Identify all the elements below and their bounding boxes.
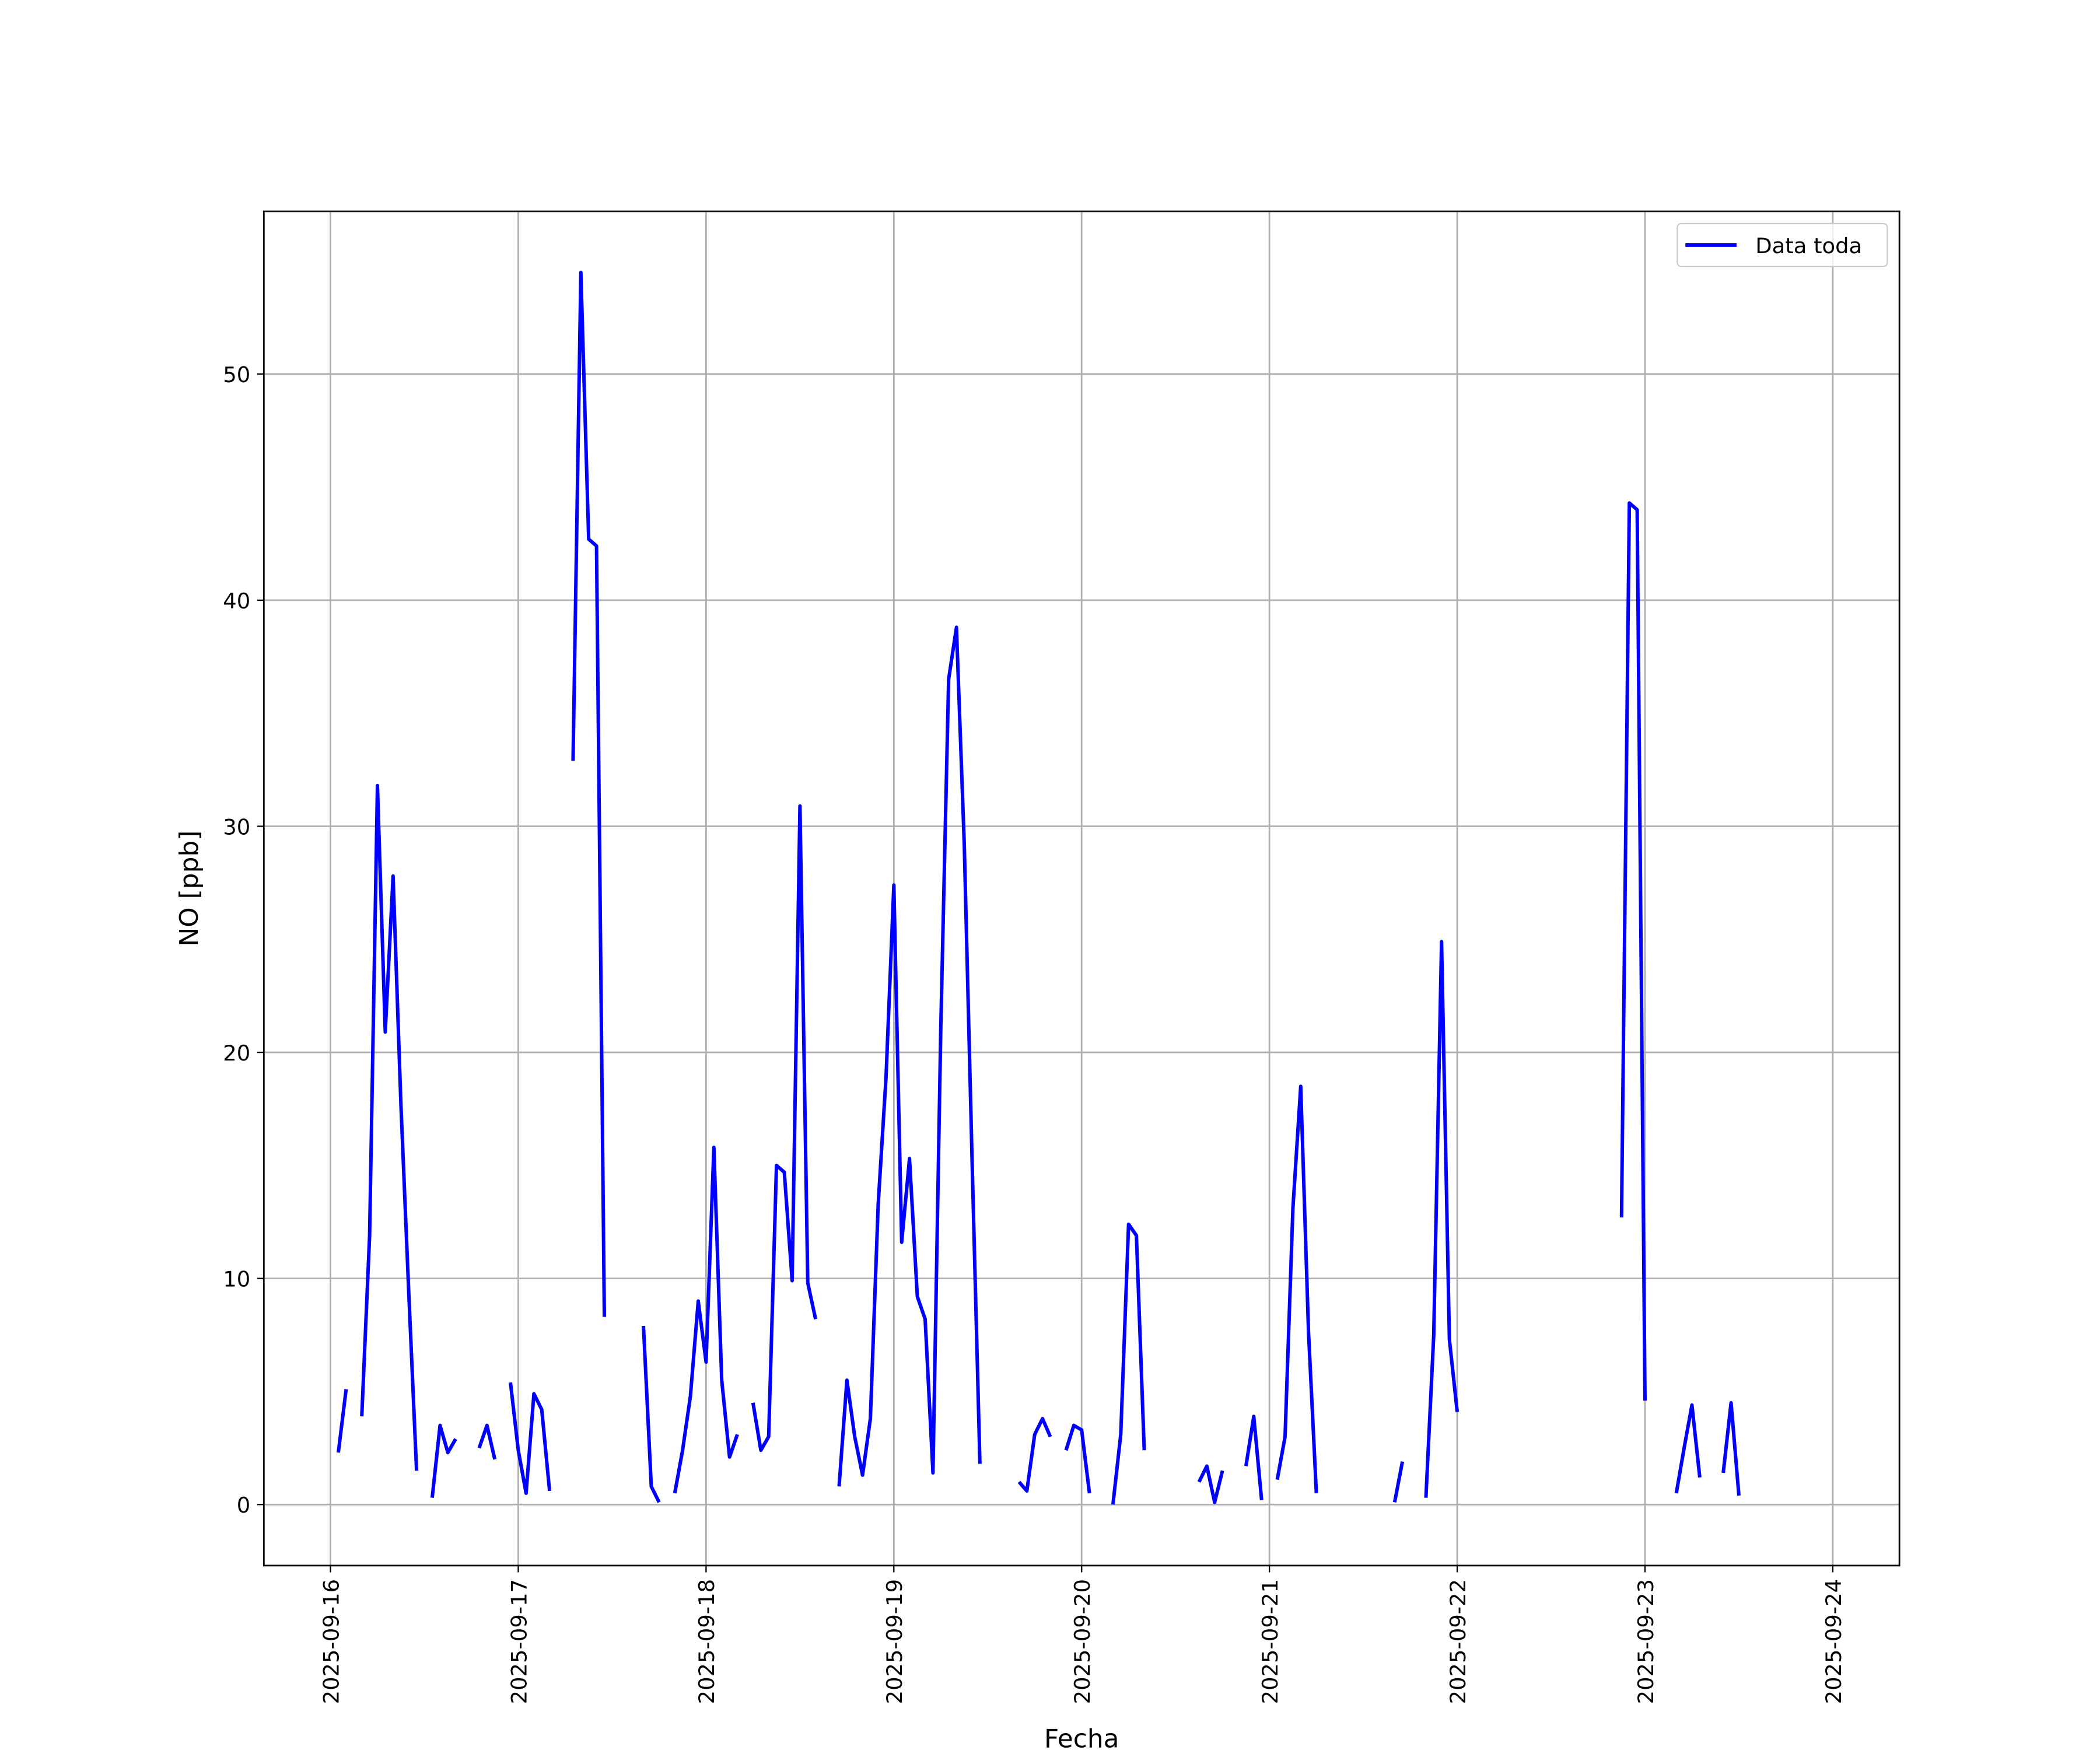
x-tick-label: 2025-09-21 — [1258, 1579, 1283, 1704]
y-tick-label: 0 — [237, 1493, 250, 1518]
plot-area — [336, 270, 1741, 1505]
x-tick-label: 2025-09-20 — [1070, 1579, 1095, 1704]
x-tick-label: 2025-09-19 — [882, 1579, 907, 1704]
x-tick-label: 2025-09-24 — [1821, 1579, 1846, 1704]
y-tick-label: 40 — [223, 589, 250, 614]
legend-box — [1676, 222, 1888, 268]
y-tick-label: 10 — [223, 1266, 250, 1292]
x-tick-label: 2025-09-23 — [1633, 1579, 1658, 1704]
y-axis-label: NO [ppb] — [174, 831, 204, 947]
x-tick-label: 2025-09-18 — [694, 1579, 719, 1704]
x-tick-label: 2025-09-22 — [1446, 1579, 1471, 1704]
x-tick-label: 2025-09-16 — [318, 1579, 344, 1704]
x-tick-label: 2025-09-17 — [506, 1579, 531, 1704]
y-tick-label: 20 — [223, 1041, 250, 1066]
y-tick-label: 50 — [223, 362, 250, 387]
data-line — [336, 270, 1741, 1505]
legend: Data toda — [1676, 222, 1888, 268]
x-axis-label: Fecha — [1044, 1724, 1119, 1750]
legend-label: Data toda — [1755, 233, 1862, 258]
y-tick-label: 30 — [223, 814, 250, 839]
ticks: 0 10 20 30 40 50 2025-09-16 2025-09-17 2025-09-1… — [223, 362, 1846, 1704]
